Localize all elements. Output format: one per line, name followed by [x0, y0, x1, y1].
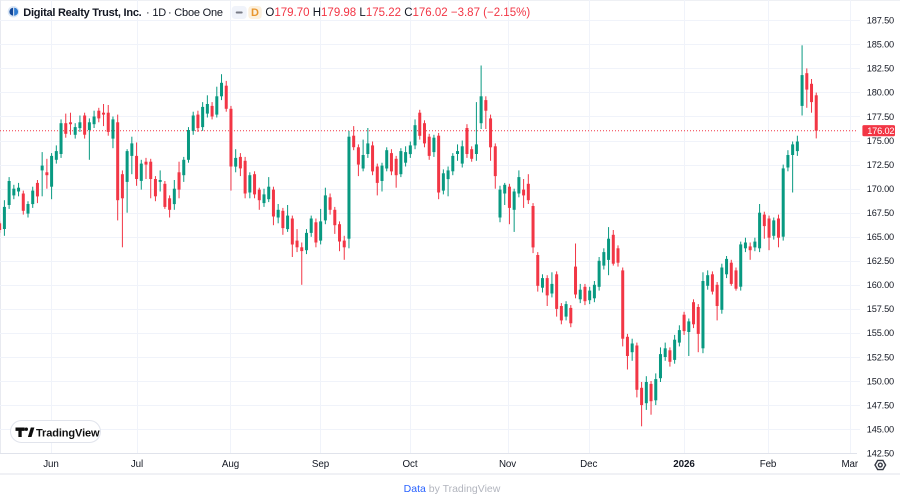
- svg-text:185.00: 185.00: [867, 40, 894, 50]
- svg-text:157.50: 157.50: [867, 304, 894, 314]
- svg-text:Nov: Nov: [499, 459, 516, 470]
- svg-text:182.50: 182.50: [867, 64, 894, 74]
- svg-text:175.00: 175.00: [867, 136, 894, 146]
- svg-text:Digital Realty Trust, Inc.: Digital Realty Trust, Inc.: [23, 7, 141, 19]
- svg-text:167.50: 167.50: [867, 208, 894, 218]
- svg-text:176.02: 176.02: [867, 126, 894, 136]
- svg-text:147.50: 147.50: [867, 400, 894, 410]
- svg-text:145.00: 145.00: [867, 424, 894, 434]
- svg-text:2026: 2026: [673, 459, 695, 470]
- svg-text:187.50: 187.50: [867, 16, 894, 26]
- svg-text:Jun: Jun: [43, 459, 59, 470]
- svg-text:Jul: Jul: [131, 459, 143, 470]
- svg-text:152.50: 152.50: [867, 352, 894, 362]
- svg-text:165.00: 165.00: [867, 232, 894, 242]
- svg-text:160.00: 160.00: [867, 280, 894, 290]
- svg-text:177.50: 177.50: [867, 112, 894, 122]
- svg-text:Sep: Sep: [312, 459, 330, 470]
- svg-text:142.50: 142.50: [867, 449, 894, 459]
- svg-text:Dec: Dec: [580, 459, 597, 470]
- svg-text:Aug: Aug: [222, 459, 239, 470]
- svg-text:162.50: 162.50: [867, 256, 894, 266]
- svg-text:TradingView: TradingView: [36, 427, 100, 439]
- svg-text:O179.70 H179.98 L175.22 C176.0: O179.70 H179.98 L175.22 C176.02 −3.87 (−…: [265, 7, 530, 19]
- svg-text:· 1D · Cboe One: · 1D · Cboe One: [144, 7, 223, 19]
- svg-text:180.00: 180.00: [867, 88, 894, 98]
- svg-text:155.00: 155.00: [867, 328, 894, 338]
- svg-text:170.00: 170.00: [867, 184, 894, 194]
- svg-text:Data by TradingView: Data by TradingView: [404, 483, 501, 495]
- svg-text:D: D: [251, 7, 259, 19]
- svg-text:150.00: 150.00: [867, 376, 894, 386]
- svg-text:172.50: 172.50: [867, 160, 894, 170]
- svg-text:Feb: Feb: [760, 459, 777, 470]
- svg-text:Oct: Oct: [403, 459, 418, 470]
- svg-text:Mar: Mar: [842, 459, 859, 470]
